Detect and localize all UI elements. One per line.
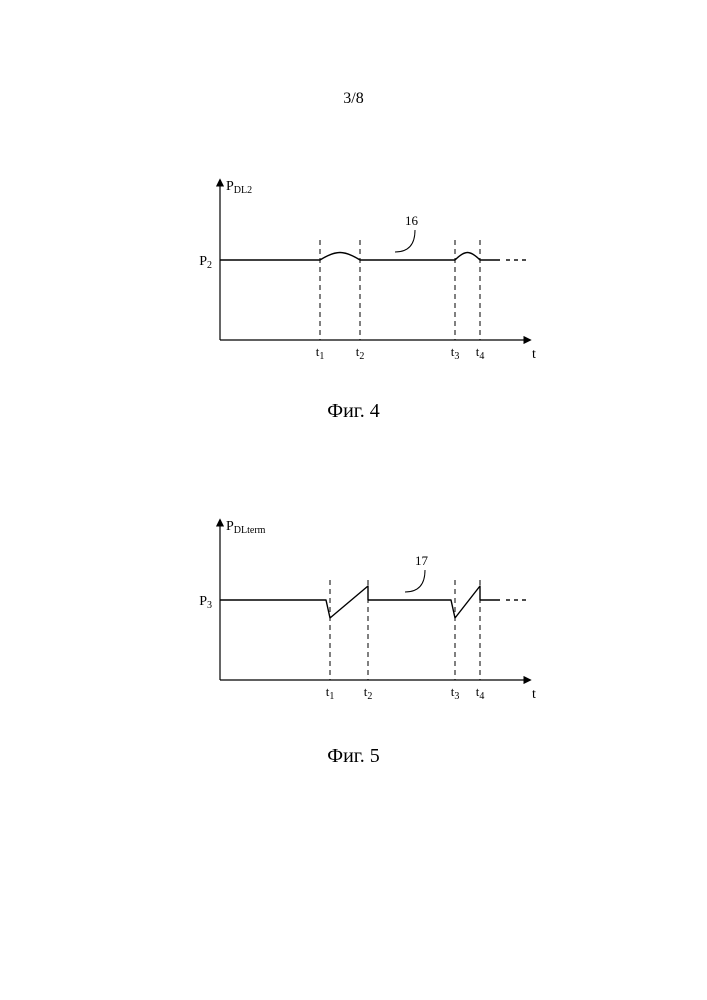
- svg-text:t3: t3: [451, 344, 460, 362]
- svg-text:t: t: [532, 687, 536, 702]
- page: 3/8 PDL2 t P2 t1 t2 t3 t4 16 Фиг. 4 PDLterm t P3 t…: [0, 0, 707, 1000]
- svg-text:t2: t2: [364, 684, 373, 702]
- chart-fig5: PDLterm t P3 t1 t2 t3 t4 17: [170, 510, 550, 720]
- figure-5: PDLterm t P3 t1 t2 t3 t4 17: [170, 510, 550, 725]
- svg-text:16: 16: [405, 213, 419, 228]
- svg-text:t4: t4: [476, 344, 485, 362]
- svg-text:t1: t1: [326, 684, 335, 702]
- svg-text:t: t: [532, 347, 536, 362]
- svg-text:P2: P2: [199, 254, 212, 271]
- svg-text:t1: t1: [316, 344, 325, 362]
- svg-text:P3: P3: [199, 594, 212, 611]
- svg-text:t2: t2: [356, 344, 365, 362]
- caption-fig4: Фиг. 4: [0, 400, 707, 423]
- page-number: 3/8: [0, 90, 707, 108]
- caption-fig5: Фиг. 5: [0, 745, 707, 768]
- figure-4: PDL2 t P2 t1 t2 t3 t4 16: [170, 170, 550, 385]
- svg-text:PDLterm: PDLterm: [226, 519, 266, 536]
- svg-text:PDL2: PDL2: [226, 179, 252, 196]
- svg-text:17: 17: [415, 553, 429, 568]
- svg-text:t4: t4: [476, 684, 485, 702]
- svg-text:t3: t3: [451, 684, 460, 702]
- chart-fig4: PDL2 t P2 t1 t2 t3 t4 16: [170, 170, 550, 380]
